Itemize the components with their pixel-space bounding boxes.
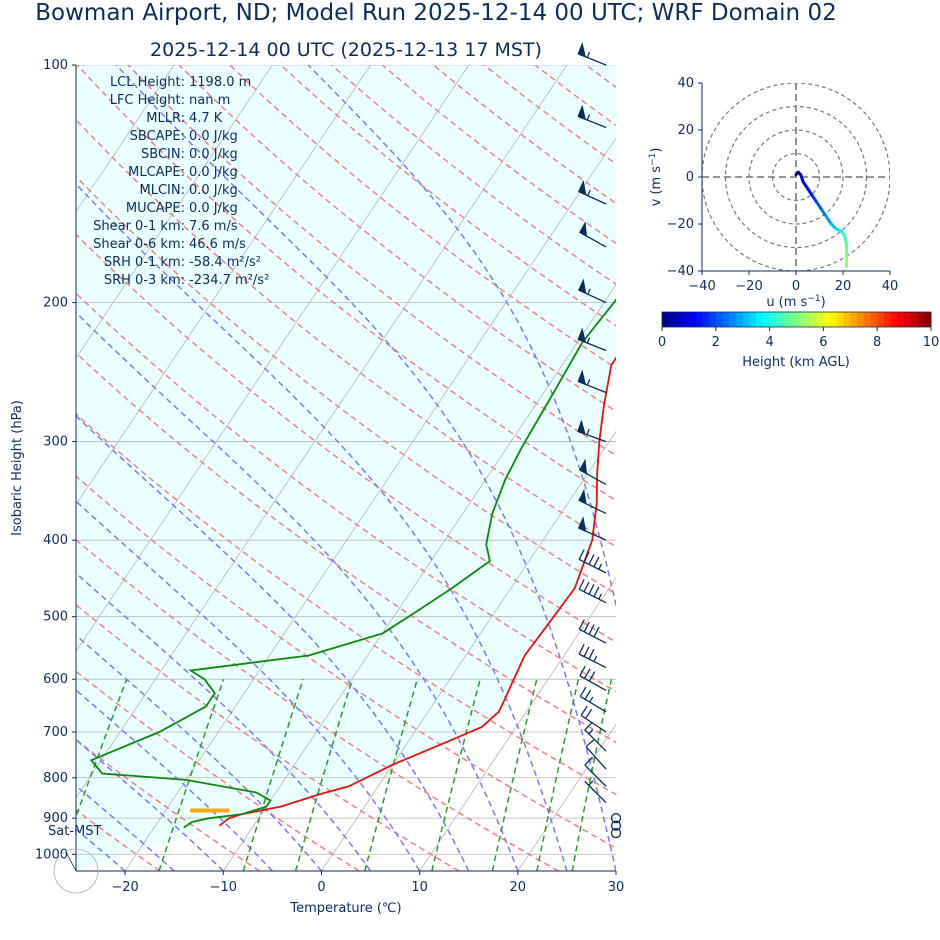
hodograph-y-ticks: −40 −20 0 20 40 xyxy=(667,76,702,279)
x-tick-label: −20 xyxy=(111,880,138,895)
stat-label: SRH 0-3 km: xyxy=(104,273,185,288)
stat-label: LFC Height: xyxy=(110,93,185,108)
stat-value: 0.0 J/kg xyxy=(189,165,238,180)
height-colorbar: 0 2 4 6 8 10 Height (km AGL) xyxy=(658,312,939,370)
stat-value: 0.0 J/kg xyxy=(189,147,238,162)
colorbar-tick-label: 2 xyxy=(712,335,720,350)
mixing-ratio-line xyxy=(572,679,611,871)
figure-title: Bowman Airport, ND; Model Run 2025-12-14… xyxy=(35,0,836,26)
x-tick-label: −10 xyxy=(210,880,237,895)
colorbar-label: Height (km AGL) xyxy=(742,355,850,370)
stat-value: 4.7 K xyxy=(189,111,223,126)
hodograph-y-tick-label: −20 xyxy=(667,217,694,232)
hodograph-x-tick-label: −40 xyxy=(688,279,715,294)
colorbar-tick-label: 8 xyxy=(873,335,881,350)
wind-barb xyxy=(580,687,606,712)
stat-label: SBCAPE: xyxy=(130,129,185,144)
hodograph-y-tick-label: 20 xyxy=(677,123,694,138)
dry-adiabat-line xyxy=(586,65,940,871)
wind-barb xyxy=(585,722,606,751)
x-axis-label: Temperature (℃) xyxy=(289,901,401,916)
stat-label: MLLR: xyxy=(146,111,185,126)
stat-value: 1198.0 m xyxy=(189,75,251,90)
y-axis-label: Isobaric Height (hPa) xyxy=(10,400,25,536)
x-tick-label: 20 xyxy=(510,880,527,895)
wind-barb xyxy=(578,44,606,65)
y-tick-label: 700 xyxy=(43,725,68,740)
stat-value: 0.0 J/kg xyxy=(189,129,238,144)
wind-barb xyxy=(579,644,606,667)
y-tick-label: 400 xyxy=(43,533,68,548)
y-tick-label: 800 xyxy=(43,771,68,786)
isotherm-line xyxy=(616,65,940,871)
hodograph-x-tick-label: 20 xyxy=(835,279,852,294)
hodograph-trace xyxy=(796,172,847,266)
x-tick-label: 30 xyxy=(608,880,625,895)
y-tick-label: 600 xyxy=(43,672,68,687)
stat-value: nan m xyxy=(189,93,230,108)
colorbar-tick-label: 6 xyxy=(819,335,827,350)
hodograph-x-tick-label: 0 xyxy=(792,279,800,294)
hodograph-x-label: u (m s−1) xyxy=(766,294,825,310)
figure-subtitle: 2025-12-14 00 UTC (2025-12-13 17 MST) xyxy=(150,39,542,61)
stat-value: 0.0 J/kg xyxy=(189,201,238,216)
stat-value: -234.7 m²/s² xyxy=(189,273,269,288)
x-axis-ticks: −20 −10 0 10 20 30 xyxy=(111,871,624,895)
hodograph-x-tick-label: −20 xyxy=(735,279,762,294)
hodograph-y-tick-label: −40 xyxy=(667,264,694,279)
y-tick-label: 100 xyxy=(43,58,68,73)
hodograph-y-label: v (m s−1) xyxy=(648,148,664,207)
y-tick-label: 200 xyxy=(43,296,68,311)
stat-label: Shear 0-6 km: xyxy=(93,237,185,252)
stat-value: 46.6 m/s xyxy=(189,237,246,252)
stat-value: -58.4 m²/s² xyxy=(189,255,261,270)
colorbar-tick-label: 4 xyxy=(765,335,773,350)
colorbar-tick-label: 10 xyxy=(923,335,940,350)
stat-label: SBCIN: xyxy=(141,147,185,162)
stat-label: MLCIN: xyxy=(140,183,185,198)
stat-label: MLCAPE: xyxy=(128,165,185,180)
stat-value: 0.0 J/kg xyxy=(189,183,238,198)
colorbar-tick-label: 0 xyxy=(658,335,666,350)
stat-label: SRH 0-1 km: xyxy=(104,255,185,270)
hodograph-y-tick-label: 0 xyxy=(686,170,694,185)
hodograph-panel: −40 −20 0 20 40 −40 −20 0 20 40 u (m s−1) v (m s… xyxy=(648,76,898,310)
stat-label: Shear 0-1 km: xyxy=(93,219,185,234)
stat-label: MUCAPE: xyxy=(126,201,185,216)
colorbar-ticks: 0 2 4 6 8 10 xyxy=(658,327,939,350)
isotherm-line xyxy=(714,65,940,871)
stat-label: LCL Height: xyxy=(110,75,185,90)
mixing-ratio-line xyxy=(627,679,663,871)
x-tick-label: 0 xyxy=(317,880,325,895)
y-tick-label: 500 xyxy=(43,610,68,625)
x-tick-label: 10 xyxy=(411,880,428,895)
y-tick-label: 1000 xyxy=(35,847,68,862)
hodograph-x-tick-label: 40 xyxy=(882,279,899,294)
y-tick-label: 300 xyxy=(43,435,68,450)
stat-value: 7.6 m/s xyxy=(189,219,238,234)
hodograph-x-ticks: −40 −20 0 20 40 xyxy=(688,271,898,294)
surface-label: Sat-MST xyxy=(48,824,101,839)
hodograph-y-tick-label: 40 xyxy=(677,76,694,91)
